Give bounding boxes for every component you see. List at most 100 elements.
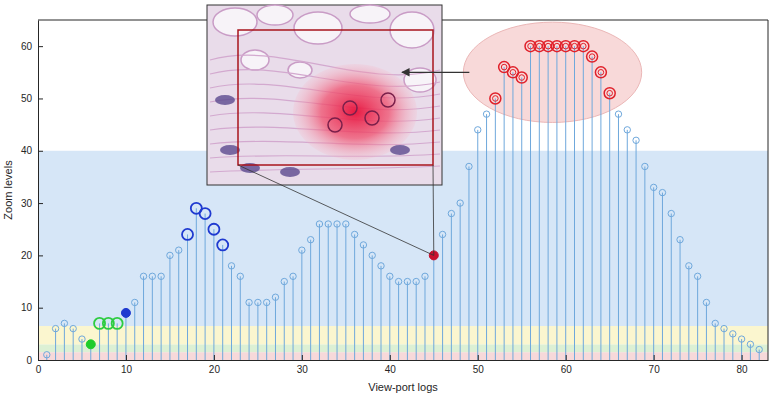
stem	[275, 297, 276, 360]
marker	[694, 273, 700, 279]
tick: 10	[121, 355, 133, 375]
stem	[64, 323, 65, 360]
marker-circle	[747, 341, 753, 347]
marker	[52, 325, 58, 331]
marker	[475, 127, 481, 133]
chart: 010203040506070800102030405060View-port …	[0, 0, 772, 395]
tick: 30	[297, 355, 309, 375]
stem	[284, 282, 285, 360]
tick-label: 0	[36, 364, 42, 375]
marker-circle	[176, 247, 182, 253]
marker-inner	[537, 43, 543, 49]
stem	[627, 130, 628, 360]
stem	[451, 214, 452, 360]
marker-inner	[554, 43, 560, 49]
stem	[750, 344, 751, 360]
arrow	[402, 72, 469, 73]
marker-circle	[52, 325, 58, 331]
marker-circle	[633, 137, 639, 143]
marker	[650, 184, 656, 190]
marker	[756, 346, 762, 352]
tick-mark	[478, 355, 479, 360]
stem	[433, 255, 434, 360]
marker-circle	[351, 231, 357, 237]
stem	[697, 276, 698, 360]
stem	[759, 350, 760, 360]
stem	[442, 234, 443, 360]
tick-mark	[566, 355, 567, 360]
stem	[213, 229, 214, 360]
marker	[595, 67, 606, 78]
marker	[677, 236, 683, 242]
marker	[255, 299, 261, 305]
marker-circle	[246, 299, 252, 305]
marker	[439, 231, 445, 237]
tick-mark	[38, 203, 43, 204]
marker-circle	[158, 273, 164, 279]
marker	[79, 336, 85, 342]
stem	[715, 323, 716, 360]
marker	[200, 208, 211, 219]
tick-mark	[390, 355, 391, 360]
marker-dot	[86, 340, 95, 349]
marker	[316, 221, 322, 227]
tick: 10	[21, 302, 43, 313]
marker	[70, 325, 76, 331]
stem	[337, 224, 338, 360]
nuclei	[280, 167, 300, 177]
stem	[600, 72, 601, 360]
marker-circle	[668, 210, 674, 216]
tick-label: 80	[737, 364, 749, 375]
stem	[328, 224, 329, 360]
highlight-ellipse	[463, 22, 641, 122]
marker	[121, 308, 130, 317]
marker-circle	[79, 336, 85, 342]
marker-circle	[483, 111, 489, 117]
marker-circle	[703, 299, 709, 305]
stem	[574, 46, 575, 360]
marker-circle	[263, 299, 269, 305]
marker	[86, 340, 95, 349]
inset-image	[207, 5, 442, 185]
marker-inner	[510, 70, 516, 76]
tick-mark	[654, 355, 655, 360]
marker-circle	[466, 163, 472, 169]
tick-label: 30	[297, 364, 309, 375]
tissue-cell	[294, 12, 342, 44]
plot-area	[38, 22, 768, 360]
marker	[272, 294, 278, 300]
stem	[706, 302, 707, 360]
stem	[319, 224, 320, 360]
marker-circle	[439, 231, 445, 237]
marker-outer	[578, 41, 589, 52]
marker	[466, 163, 472, 169]
marker-circle	[422, 273, 428, 279]
marker	[307, 236, 313, 242]
tick: 50	[21, 93, 43, 104]
marker-outer	[490, 93, 501, 104]
marker	[395, 278, 401, 284]
stem	[152, 276, 153, 360]
marker	[112, 318, 123, 329]
stem	[653, 187, 654, 360]
marker-circle	[712, 320, 718, 326]
stem	[310, 240, 311, 360]
marker-circle	[307, 236, 313, 242]
marker	[334, 221, 340, 227]
stem	[618, 114, 619, 360]
marker-circle	[650, 184, 656, 190]
marker-inner	[598, 70, 604, 76]
gland	[381, 93, 395, 107]
marker-outer	[516, 72, 527, 83]
stem	[460, 203, 461, 360]
marker-inner	[581, 43, 587, 49]
tissue-fiber	[210, 154, 440, 158]
marker-circle	[738, 336, 744, 342]
axis-line	[38, 21, 39, 361]
tick-label: 50	[473, 364, 485, 375]
marker-inner	[572, 43, 578, 49]
stem	[372, 255, 373, 360]
stem	[724, 329, 725, 360]
marker	[61, 320, 67, 326]
x-axis-title: View-port logs	[368, 381, 438, 393]
